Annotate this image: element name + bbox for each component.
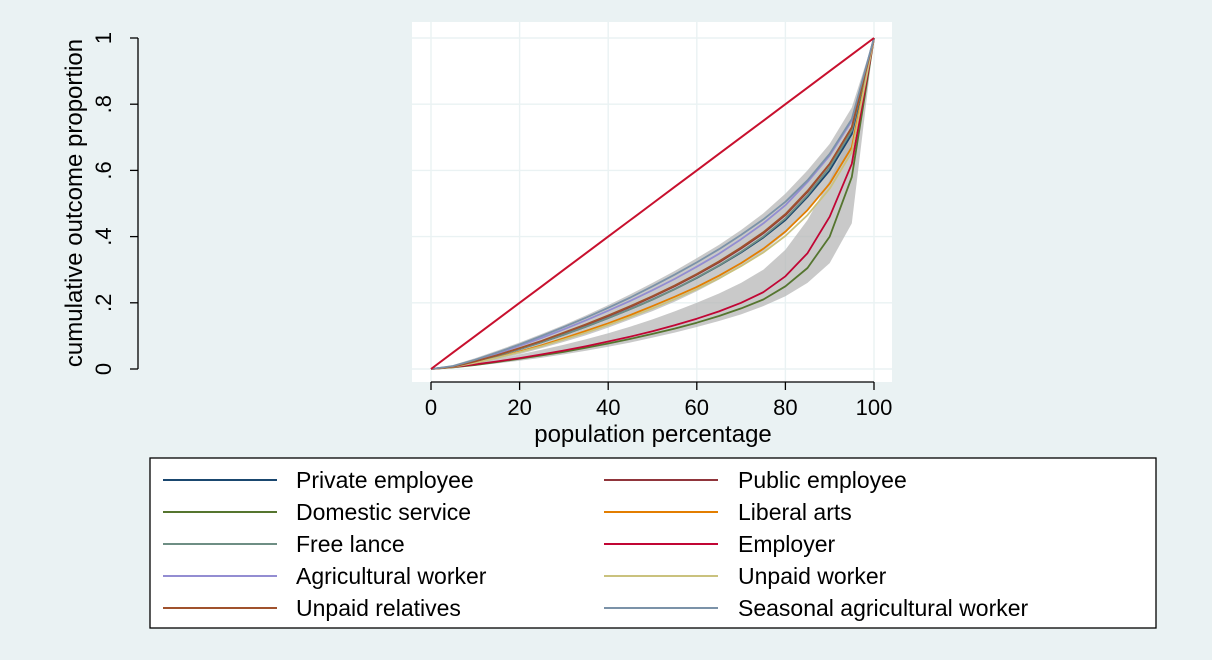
x-tick-label: 80 (773, 395, 797, 420)
y-tick-label: .6 (91, 161, 116, 179)
legend-label: Employer (738, 531, 835, 557)
series-line (430, 37, 875, 370)
confidence-band (431, 38, 874, 369)
y-tick-label: 0 (91, 363, 116, 375)
legend-label: Domestic service (296, 499, 471, 525)
legend-label: Private employee (296, 467, 474, 493)
equality-line (430, 37, 875, 370)
legend-label: Seasonal agricultural worker (738, 595, 1029, 621)
y-tick-label: .2 (91, 294, 116, 312)
legend-label: Public employee (738, 467, 907, 493)
series-line (430, 37, 875, 370)
series-lines (430, 37, 875, 370)
y-tick-label: .8 (91, 95, 116, 113)
y-tick-label: 1 (91, 32, 116, 44)
legend-label: Liberal arts (738, 499, 852, 525)
x-tick-label: 40 (596, 395, 620, 420)
legend-label: Free lance (296, 531, 405, 557)
x-axis-title: population percentage (534, 421, 772, 448)
legend: Private employee Public employee Domestic … (163, 467, 1029, 621)
y-tick-label: .4 (91, 227, 116, 245)
x-tick-label: 60 (685, 395, 709, 420)
x-tick-label: 0 (425, 395, 437, 420)
series-line (430, 37, 875, 370)
series-line (430, 37, 875, 370)
axes (137, 38, 874, 383)
series-line (430, 37, 875, 370)
x-tick-label: 100 (856, 395, 893, 420)
x-tick-label: 20 (507, 395, 531, 420)
confidence-band (431, 38, 874, 369)
confidence-bands (431, 38, 874, 369)
y-axis-title: cumulative outcome proportion (61, 39, 88, 367)
legend-label: Unpaid relatives (296, 595, 461, 621)
legend-label: Unpaid worker (738, 563, 887, 589)
ticks: 0 .2 .4 .6 .8 1 0 20 40 60 80 100 (91, 32, 892, 420)
legend-label: Agricultural worker (296, 563, 487, 589)
